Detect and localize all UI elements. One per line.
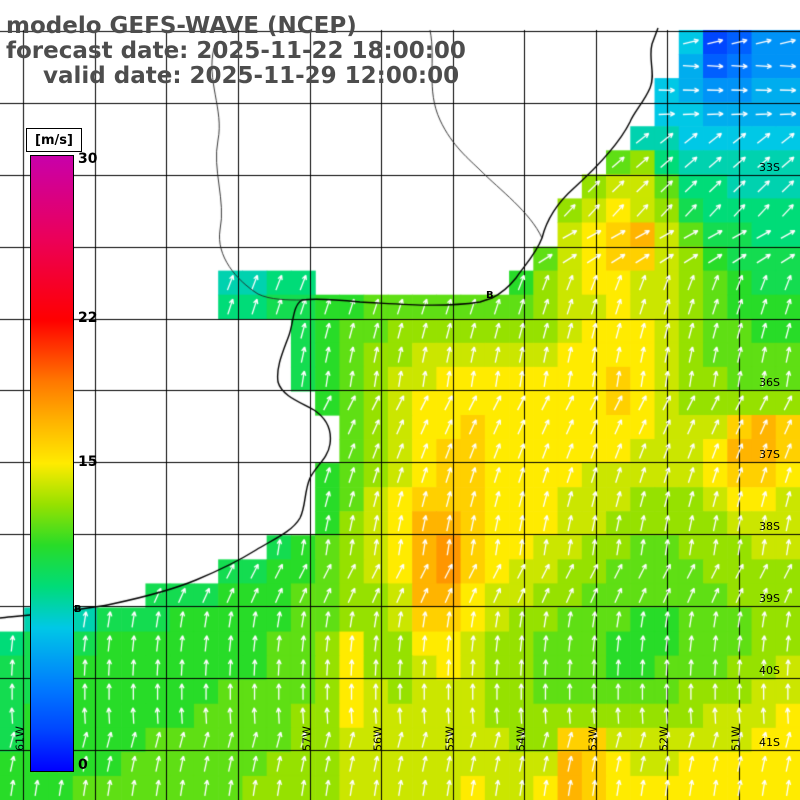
lon-label-54W: 54W [514,726,528,751]
lon-label-52W: 52W [657,726,671,751]
lat-label-38S: 38S [759,520,780,533]
colorbar-tick-30: 30 [78,151,98,167]
lon-label-53W: 53W [586,726,600,751]
lat-label-37S: 37S [759,448,780,461]
colorbar-tick-0: 0 [78,757,88,773]
map-header: modelo GEFS-WAVE (NCEP) forecast date: 2… [6,14,466,89]
colorbar-tick-15: 15 [78,454,98,470]
forecast-date: forecast date: 2025-11-22 18:00:00 [6,38,466,64]
lon-label-57W: 57W [300,726,314,751]
colorbar-tick-22: 22 [78,310,98,326]
valid-date: valid date: 2025-11-29 12:00:00 [43,63,460,89]
city-marker-1: B [74,604,82,615]
lat-label-36S: 36S [759,376,780,389]
lat-label-33S: 33S [759,161,780,174]
lon-label-56W: 56W [371,726,385,751]
colorbar [30,155,74,772]
lon-label-51W: 51W [729,726,743,751]
lat-label-39S: 39S [759,592,780,605]
lat-label-40S: 40S [759,664,780,677]
model-title: modelo GEFS-WAVE (NCEP) [6,13,357,39]
lon-label-55W: 55W [443,726,457,751]
lon-label-61W: 61W [13,726,27,751]
lat-label-41S: 41S [759,736,780,749]
colorbar-unit-label: [m/s] [26,128,82,152]
city-marker-0: B [486,290,494,301]
